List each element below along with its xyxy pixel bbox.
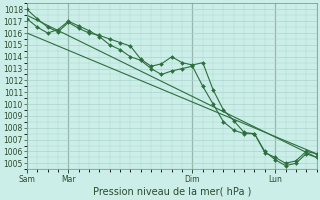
X-axis label: Pression niveau de la mer( hPa ): Pression niveau de la mer( hPa ): [92, 187, 251, 197]
